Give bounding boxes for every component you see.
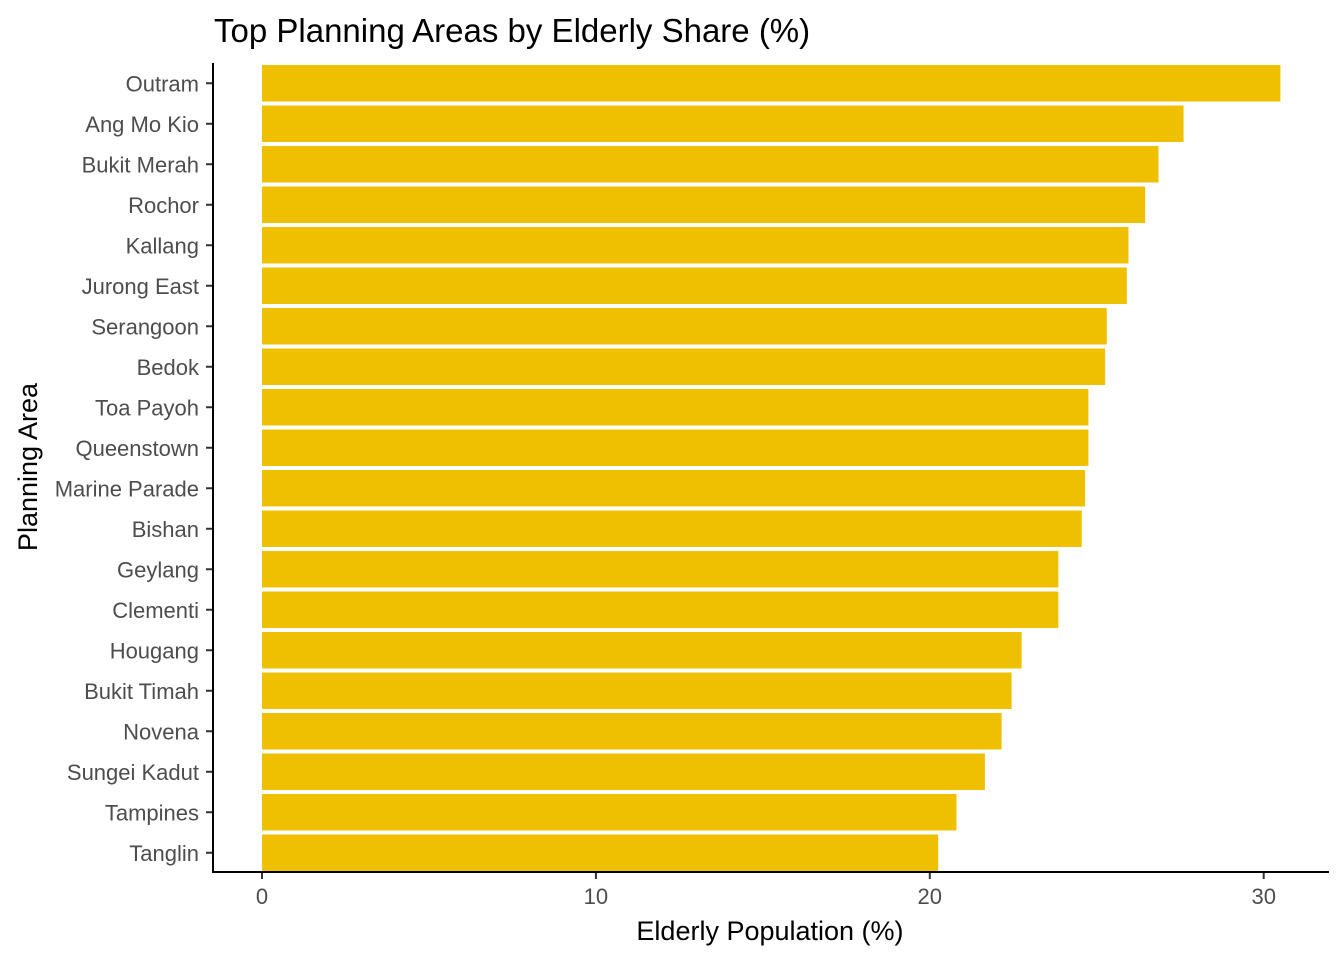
bar-bishan xyxy=(262,510,1082,547)
y-tick-label: Serangoon xyxy=(91,314,199,339)
y-tick-label: Marine Parade xyxy=(55,476,199,501)
y-tick-label: Bishan xyxy=(132,517,199,542)
bar-ang-mo-kio xyxy=(262,105,1184,142)
y-axis: Outram Ang Mo Kio Bukit Merah Rochor Kallang… xyxy=(55,71,213,866)
y-tick-label: Ang Mo Kio xyxy=(85,112,199,137)
bar-tampines xyxy=(262,794,957,831)
bar-jurong-east xyxy=(262,267,1127,304)
y-tick-label: Sungei Kadut xyxy=(67,760,199,785)
bar-toa-payoh xyxy=(262,389,1089,426)
y-tick-label: Bukit Merah xyxy=(82,152,199,177)
y-tick-label: Toa Payoh xyxy=(95,395,199,420)
y-tick-label: Novena xyxy=(123,719,200,744)
y-tick-label: Bedok xyxy=(137,355,200,380)
y-tick-label: Bukit Timah xyxy=(84,679,199,704)
y-tick-label: Queenstown xyxy=(75,436,199,461)
x-axis-title: Elderly Population (%) xyxy=(636,916,903,946)
bar-queenstown xyxy=(262,429,1089,466)
bar-bedok xyxy=(262,348,1106,385)
y-tick-label: Tampines xyxy=(105,800,199,825)
x-tick-label: 0 xyxy=(256,884,268,909)
bar-sungei-kadut xyxy=(262,753,985,790)
bar-kallang xyxy=(262,227,1129,264)
bars-layer xyxy=(262,65,1281,871)
chart-title: Top Planning Areas by Elderly Share (%) xyxy=(214,12,810,49)
y-axis-title: Planning Area xyxy=(13,382,43,551)
y-tick-label: Geylang xyxy=(117,557,199,582)
bar-outram xyxy=(262,65,1281,102)
y-tick-label: Rochor xyxy=(128,193,199,218)
x-tick-label: 30 xyxy=(1251,884,1275,909)
y-tick-label: Clementi xyxy=(112,598,199,623)
bar-bukit-timah xyxy=(262,672,1012,709)
x-tick-label: 10 xyxy=(584,884,608,909)
y-tick-label: Kallang xyxy=(126,233,199,258)
bar-serangoon xyxy=(262,308,1107,345)
y-tick-label: Jurong East xyxy=(82,274,199,299)
bar-novena xyxy=(262,713,1002,750)
x-tick-label: 20 xyxy=(918,884,942,909)
bar-geylang xyxy=(262,551,1059,588)
bar-bukit-merah xyxy=(262,146,1159,183)
bar-clementi xyxy=(262,591,1059,628)
bar-tanglin xyxy=(262,834,939,871)
bar-marine-parade xyxy=(262,470,1086,507)
bar-rochor xyxy=(262,186,1146,223)
y-tick-label: Tanglin xyxy=(129,841,199,866)
y-tick-label: Outram xyxy=(126,71,199,96)
x-axis: 0 10 20 30 xyxy=(256,872,1276,909)
y-tick-label: Hougang xyxy=(110,638,199,663)
bar-hougang xyxy=(262,632,1022,669)
